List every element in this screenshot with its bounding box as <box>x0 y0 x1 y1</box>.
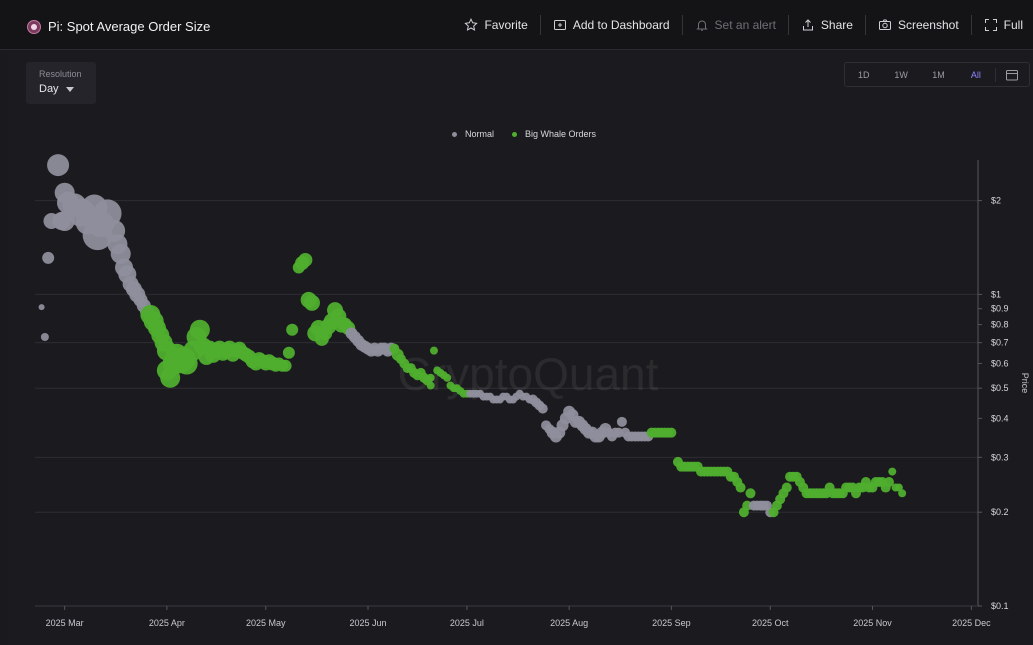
favorite-button[interactable]: Favorite <box>452 15 541 35</box>
share-icon <box>802 19 813 31</box>
y-tick-label: $0.8 <box>991 320 1009 330</box>
top-bar: Pi: Spot Average Order Size Favorite Add… <box>0 0 1033 50</box>
add-to-dashboard-button[interactable]: Add to Dashboard <box>541 15 683 35</box>
normal-point <box>42 251 55 264</box>
normal-point <box>40 332 49 341</box>
whale-order-point <box>781 482 792 493</box>
set-alert-label: Set an alert <box>714 18 776 32</box>
x-tick-label: 2025 Jul <box>450 618 484 628</box>
normal-point <box>38 304 45 311</box>
favorite-label: Favorite <box>484 18 528 32</box>
star-icon <box>464 18 479 31</box>
normal-point <box>616 416 627 427</box>
normal-point <box>47 154 70 177</box>
date-range-picker-button[interactable] <box>994 67 1029 82</box>
whale-order-point <box>898 489 907 498</box>
range-1d-button[interactable]: 1D <box>857 69 870 80</box>
chart-legend: Normal Big Whale Orders <box>452 129 596 139</box>
y-tick-label: $0.9 <box>991 304 1009 314</box>
whale-swatch-icon <box>512 131 518 137</box>
camera-icon <box>878 19 891 30</box>
legend-label-big-whale-orders: Big Whale Orders <box>525 129 597 139</box>
y-tick-label: $0.3 <box>991 452 1009 462</box>
y-axis-title: Price <box>1020 373 1030 394</box>
legend-item-normal[interactable]: Normal <box>452 129 494 139</box>
page-title: Pi: Spot Average Order Size <box>48 19 211 34</box>
data-points <box>38 154 907 518</box>
calendar-icon <box>1006 69 1019 80</box>
time-range-selector: 1D 1W 1M All <box>844 62 1030 87</box>
share-label: Share <box>820 18 853 32</box>
y-axis: $2 $1 $0.9 $0.8 $0.7 $0.6 $0.5 $0.4 $0.3 $0.2 $0.1… <box>977 160 1030 611</box>
whale-order-point <box>735 482 746 493</box>
share-button[interactable]: Share <box>789 15 866 35</box>
legend-label-normal: Normal <box>465 129 495 139</box>
range-1m-button[interactable]: 1M <box>932 69 945 80</box>
whale-order-point <box>745 488 756 499</box>
x-tick-label: 2025 Aug <box>550 618 588 628</box>
whale-order-point <box>443 373 452 382</box>
fullscreen-label: Full <box>1003 18 1023 32</box>
whale-order-point <box>282 346 295 359</box>
screenshot-label: Screenshot <box>897 18 959 32</box>
resolution-select[interactable]: Resolution Day <box>26 62 96 104</box>
x-tick-label: 2025 Oct <box>752 618 789 628</box>
y-tick-label: $0.5 <box>991 383 1009 393</box>
y-tick-label: $0.6 <box>991 359 1009 369</box>
x-tick-label: 2025 Mar <box>46 618 84 628</box>
dashboard-add-icon <box>553 20 566 30</box>
whale-order-point <box>666 427 677 438</box>
whale-order-point <box>303 294 320 311</box>
y-tick-label: $0.4 <box>991 413 1009 423</box>
normal-swatch-icon <box>452 131 457 137</box>
whale-order-point <box>189 319 210 340</box>
whale-order-point <box>279 359 292 372</box>
whale-order-point <box>298 252 313 267</box>
legend-item-big-whale-orders[interactable]: Big Whale Orders <box>512 129 596 139</box>
bell-icon <box>695 20 708 31</box>
fullscreen-button[interactable]: Full <box>972 15 1033 35</box>
grid-lines <box>35 200 978 513</box>
whale-order-point <box>888 467 897 476</box>
whale-order-point <box>426 373 435 382</box>
y-tick-label: $2 <box>991 196 1001 206</box>
set-alert-button[interactable]: Set an alert <box>683 15 789 35</box>
chevron-down-icon <box>66 87 74 92</box>
normal-point <box>537 403 548 414</box>
whale-order-point <box>883 477 894 488</box>
x-tick-label: 2025 Nov <box>853 618 892 628</box>
add-to-dashboard-label: Add to Dashboard <box>572 18 670 32</box>
x-tick-label: 2025 Sep <box>652 618 691 628</box>
y-tick-label: $0.7 <box>991 338 1009 348</box>
x-tick-label: 2025 Apr <box>149 618 185 628</box>
whale-order-point <box>286 323 299 336</box>
resolution-value: Day <box>39 83 59 95</box>
x-tick-label: 2025 Jun <box>349 618 386 628</box>
whale-order-point <box>429 346 438 355</box>
screenshot-button[interactable]: Screenshot <box>866 15 972 35</box>
y-tick-label: $0.1 <box>991 601 1009 611</box>
x-tick-label: 2025 May <box>246 618 286 628</box>
range-all-button[interactable]: All <box>970 69 981 80</box>
whale-order-point <box>426 381 435 390</box>
resolution-label: Resolution <box>39 69 82 79</box>
fullscreen-icon <box>984 19 997 31</box>
range-1w-button[interactable]: 1W <box>894 69 908 80</box>
x-axis: 2025 Mar 2025 Apr 2025 May 2025 Jun 2025 Jul… <box>35 605 991 628</box>
action-toolbar: Favorite Add to Dashboard Set an alert S… <box>452 0 1033 50</box>
y-tick-label: $1 <box>991 289 1001 299</box>
pi-coin-logo-icon <box>27 20 41 34</box>
x-tick-label: 2025 Dec <box>952 618 991 628</box>
y-tick-label: $0.2 <box>991 507 1009 517</box>
